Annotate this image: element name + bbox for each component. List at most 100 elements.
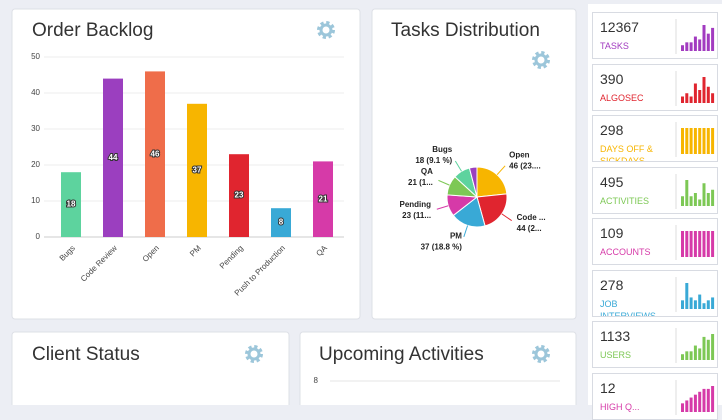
- data-label: 46: [151, 149, 160, 158]
- y-tick-label: 10: [31, 196, 40, 205]
- data-label: 37: [193, 166, 202, 175]
- spark-bar: [681, 45, 684, 51]
- slice-value: 44 (2...: [517, 224, 542, 233]
- stat-tile[interactable]: 109 ACCOUNTS: [592, 218, 718, 265]
- leader-line: [436, 205, 449, 210]
- spark-bar: [681, 96, 684, 103]
- spark-bar: [681, 299, 684, 309]
- spark-bar: [689, 397, 693, 412]
- spark-bar: [685, 179, 689, 206]
- spark-bar: [693, 345, 697, 360]
- spark-bar: [693, 83, 697, 103]
- spark-bar: [698, 89, 702, 103]
- spark-bar: [698, 348, 702, 360]
- sparkline: [675, 19, 715, 54]
- slice-name: PM: [450, 232, 462, 241]
- data-label: 23: [235, 191, 244, 200]
- spark-bar: [681, 195, 684, 206]
- pie-slice: [476, 193, 508, 227]
- bar: [313, 161, 333, 237]
- spark-bar: [681, 128, 684, 154]
- leader-line: [438, 179, 450, 186]
- slice-value: 37 (18.8 %): [421, 243, 463, 252]
- settings-icon[interactable]: [245, 345, 263, 363]
- y-tick-label: 8: [314, 376, 319, 385]
- spark-bar: [706, 192, 710, 206]
- stat-tile[interactable]: 1133 USERS: [592, 321, 718, 368]
- spark-bar: [711, 231, 715, 257]
- spark-bar: [685, 128, 689, 154]
- dashboard-canvas: Order Backlog Tasks Distribution Client …: [11, 4, 722, 405]
- panel-title: Upcoming Activities: [319, 344, 484, 365]
- data-label: 21: [319, 194, 328, 203]
- spark-bar: [689, 128, 693, 154]
- slice-name: Code ...: [517, 213, 546, 222]
- spark-bar: [702, 76, 706, 103]
- y-tick-label: 50: [31, 52, 40, 61]
- spark-bar: [698, 231, 702, 257]
- sparkline: [675, 173, 715, 209]
- panel-title: Tasks Distribution: [391, 20, 540, 41]
- bar: [145, 71, 165, 238]
- y-tick-label: 40: [31, 88, 40, 97]
- stat-value: 298: [600, 122, 624, 138]
- settings-icon[interactable]: [532, 51, 550, 69]
- spark-bar: [706, 388, 710, 412]
- spark-bar: [685, 42, 689, 51]
- spark-bar: [706, 128, 710, 154]
- stat-label: ACCOUNTS: [600, 247, 651, 257]
- stat-label: DAYS OFF & SICKDAYS: [600, 144, 653, 162]
- leader-line: [501, 213, 512, 222]
- spark-bar: [689, 42, 693, 51]
- panel-title: Client Status: [32, 344, 140, 365]
- stat-value: 278: [600, 276, 624, 293]
- spark-bar: [689, 351, 693, 360]
- panel: [11, 331, 290, 405]
- stat-tile[interactable]: 390 ALGOSEC: [592, 63, 718, 111]
- stat-value: 390: [600, 70, 624, 87]
- spark-bar: [689, 231, 693, 257]
- spark-bar: [711, 334, 715, 360]
- spark-bar: [698, 294, 702, 309]
- data-label: 8: [279, 218, 284, 227]
- pie-slice: [468, 166, 478, 198]
- stat-label: USERS: [600, 350, 632, 360]
- panel-title: Order Backlog: [32, 20, 153, 41]
- spark-bar: [702, 25, 706, 51]
- spark-bar: [685, 282, 689, 309]
- leader-line: [454, 160, 462, 172]
- bar: [271, 208, 291, 237]
- settings-icons[interactable]: [245, 21, 550, 363]
- spark-bar: [681, 402, 684, 412]
- data-label: 18: [67, 200, 76, 209]
- spark-bar: [706, 86, 710, 103]
- spark-bar: [711, 189, 715, 206]
- stat-value: 12: [600, 379, 616, 396]
- spark-bar: [693, 192, 697, 206]
- stat-tile[interactable]: 12 HIGH Q...: [592, 372, 718, 420]
- spark-bar: [702, 231, 706, 257]
- stat-tile[interactable]: 495 ACTIVITIES: [592, 166, 718, 214]
- spark-bar: [693, 36, 697, 51]
- spark-bar: [681, 231, 684, 257]
- settings-icon[interactable]: [317, 21, 335, 39]
- spark-bar: [711, 27, 715, 51]
- spark-bar: [706, 339, 710, 360]
- spark-bar: [702, 182, 706, 206]
- y-tick-label: 0: [36, 232, 41, 241]
- spark-bar: [706, 33, 710, 51]
- stat-tile[interactable]: 298 DAYS OFF & SICKDAYS: [592, 115, 718, 162]
- spark-bar: [702, 302, 706, 309]
- stat-label: ALGOSEC: [600, 92, 644, 103]
- leader-line: [463, 225, 469, 238]
- spark-bar: [698, 199, 702, 206]
- stat-tile[interactable]: 278 JOB INTERVIEWS: [592, 269, 718, 317]
- spark-bar: [685, 351, 689, 360]
- settings-icon[interactable]: [532, 345, 550, 363]
- spark-bar: [711, 92, 715, 103]
- spark-bar: [693, 231, 697, 257]
- spark-bar: [685, 399, 689, 412]
- spark-bar: [685, 231, 689, 257]
- stat-tile[interactable]: 12367 TASKS: [592, 12, 718, 59]
- slice-value: 18 (9.1 %): [415, 156, 452, 165]
